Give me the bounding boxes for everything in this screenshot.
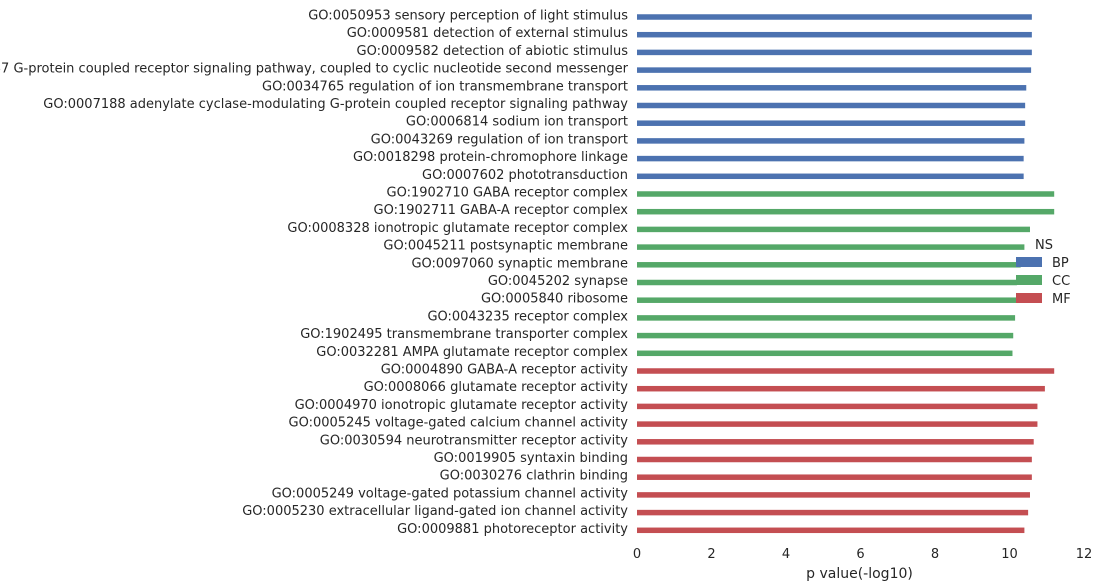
legend-title: NS	[1035, 238, 1053, 253]
category-label: GO:0005840 ribosome	[481, 292, 628, 307]
legend: NS BP CC MF	[1016, 238, 1071, 307]
bar-mf-5	[637, 439, 1034, 445]
category-label: GO:0043269 regulation of ion transport	[371, 132, 628, 147]
category-label: GO:0018298 protein-chromophore linkage	[353, 150, 628, 165]
bar-mf-8	[637, 492, 1030, 498]
category-label: GO:0004970 ionotropic glutamate receptor…	[295, 398, 629, 413]
category-label: GO:0045211 postsynaptic membrane	[383, 239, 628, 254]
legend-label-bp: BP	[1052, 256, 1069, 271]
x-axis-title: p value(-log10)	[806, 566, 913, 582]
category-label: GO:0009581 detection of external stimulu…	[347, 26, 629, 41]
bar-cc-1	[637, 191, 1055, 197]
category-label: GO:0007188 adenylate cyclase-modulating …	[43, 97, 628, 112]
category-label: GO:0032281 AMPA glutamate receptor compl…	[316, 345, 628, 360]
bar-cc-7	[637, 297, 1017, 303]
bar-cc-2	[637, 208, 1055, 215]
bar-bp-10	[637, 173, 1024, 180]
category-label: GO:0050953 sensory perception of light s…	[308, 9, 628, 24]
bar-cc-4	[637, 244, 1025, 250]
category-label: GO:0034765 regulation of ion transmembra…	[262, 79, 628, 94]
category-label: GO:0007187 G-protein coupled receptor si…	[0, 62, 629, 77]
legend-label-cc: CC	[1052, 274, 1070, 289]
category-labels: GO:0050953 sensory perception of light s…	[0, 9, 629, 537]
category-label: GO:0006814 sodium ion transport	[406, 115, 628, 130]
bar-bp-6	[637, 102, 1026, 109]
category-label: GO:1902495 transmembrane transporter com…	[300, 327, 628, 342]
bar-bp-8	[637, 138, 1025, 144]
category-label: GO:1902711 GABA-A receptor complex	[374, 203, 629, 218]
x-tick-label: 12	[1076, 547, 1093, 562]
bar-bp-9	[637, 155, 1024, 162]
bar-cc-8	[637, 315, 1016, 321]
bar-cc-3	[637, 226, 1030, 233]
bar-bp-1	[637, 14, 1032, 20]
x-tick-label: 0	[633, 547, 641, 562]
category-label: GO:0008328 ionotropic glutamate receptor…	[287, 221, 628, 236]
bar-cc-9	[637, 332, 1014, 339]
category-label: GO:0097060 synaptic membrane	[411, 256, 628, 271]
category-label: GO:0008066 glutamate receptor activity	[364, 380, 629, 395]
category-label: GO:0030276 clathrin binding	[440, 469, 628, 484]
bar-mf-2	[637, 385, 1045, 392]
category-label: GO:0004890 GABA-A receptor activity	[381, 363, 629, 378]
bar-bp-5	[637, 85, 1027, 91]
bar-mf-6	[637, 456, 1032, 463]
bar-mf-9	[637, 509, 1029, 516]
x-tick-label: 10	[1001, 547, 1018, 562]
bar-mf-3	[637, 403, 1038, 410]
bar-cc-6	[637, 279, 1017, 286]
bar-bp-4	[637, 67, 1032, 73]
x-tick-label: 4	[782, 547, 790, 562]
x-axis-ticks: 0 2 4 6 8 10 12	[633, 547, 1092, 562]
category-label: GO:0009881 photoreceptor activity	[397, 522, 628, 537]
category-label: GO:0043235 receptor complex	[427, 309, 628, 324]
category-label: GO:1902710 GABA receptor complex	[387, 186, 629, 201]
bar-bp-3	[637, 49, 1032, 56]
bar-bp-7	[637, 120, 1026, 126]
bar-cc-5	[637, 262, 1021, 268]
bar-mf-7	[637, 474, 1032, 480]
category-label: GO:0030594 neurotransmitter receptor act…	[320, 433, 629, 448]
bar-mf-4	[637, 421, 1038, 427]
legend-swatch-mf	[1016, 293, 1042, 303]
legend-swatch-bp	[1016, 257, 1042, 267]
category-label: GO:0005245 voltage-gated calcium channel…	[289, 416, 629, 431]
x-tick-label: 2	[707, 547, 715, 562]
bars-layer	[637, 14, 1055, 534]
bar-mf-1	[637, 368, 1055, 374]
category-label: GO:0005249 voltage-gated potassium chann…	[272, 486, 629, 501]
category-label: GO:0009582 detection of abiotic stimulus	[357, 44, 629, 59]
legend-label-mf: MF	[1052, 292, 1071, 307]
bar-bp-2	[637, 31, 1032, 38]
x-tick-label: 6	[856, 547, 864, 562]
bar-cc-10	[637, 350, 1013, 357]
bar-mf-10	[637, 527, 1025, 534]
category-label: GO:0045202 synapse	[488, 274, 628, 289]
category-label: GO:0007602 phototransduction	[422, 168, 628, 183]
category-label: GO:0005230 extracellular ligand-gated io…	[242, 504, 628, 519]
category-label: GO:0019905 syntaxin binding	[434, 451, 628, 466]
x-tick-label: 8	[931, 547, 939, 562]
legend-swatch-cc	[1016, 275, 1042, 285]
